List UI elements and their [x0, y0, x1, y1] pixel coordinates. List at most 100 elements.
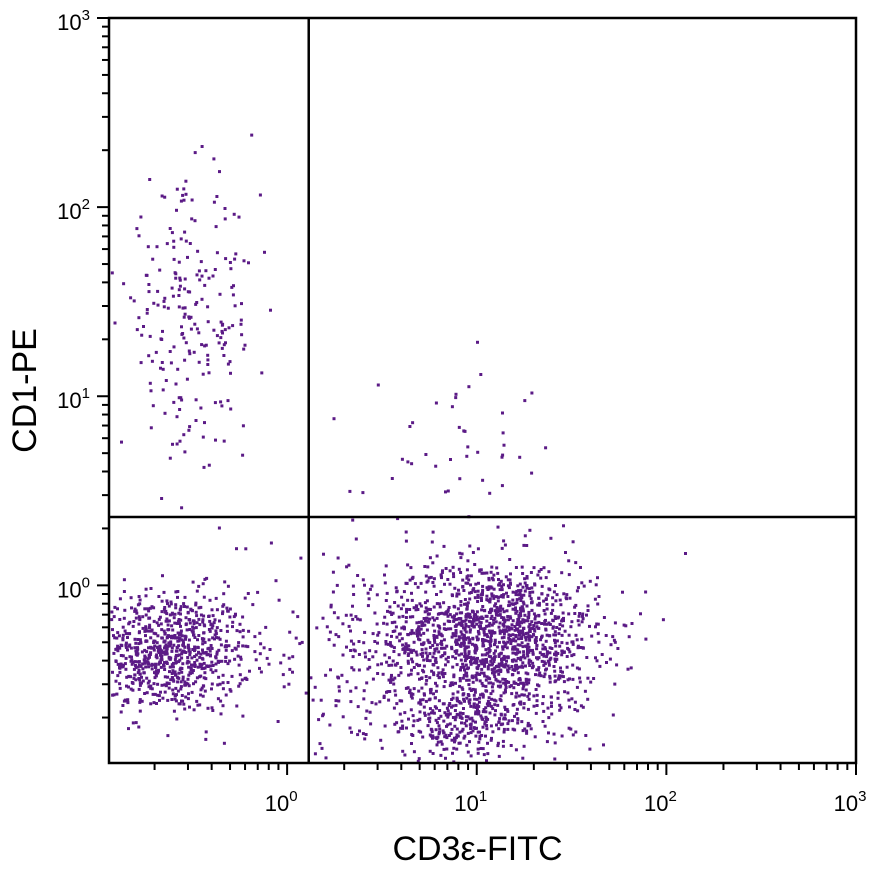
event-dot	[471, 729, 475, 733]
event-dot	[576, 709, 580, 713]
event-dot	[225, 624, 229, 628]
y-tick-label: 100	[57, 574, 90, 602]
event-dot	[143, 661, 147, 665]
event-dot	[457, 425, 461, 429]
event-dot	[196, 645, 200, 649]
event-dot	[451, 683, 455, 687]
event-dot	[192, 622, 196, 626]
event-dot	[160, 599, 164, 603]
event-dot	[644, 590, 648, 594]
event-dot	[186, 611, 190, 615]
event-dot	[349, 700, 353, 704]
event-dot	[540, 592, 544, 596]
event-dot	[519, 588, 523, 592]
event-dot	[428, 652, 432, 656]
event-dot	[393, 689, 397, 693]
event-dot	[523, 727, 527, 731]
event-dot	[412, 631, 415, 635]
event-dot	[145, 639, 149, 643]
event-dot	[466, 612, 470, 616]
event-dot	[521, 687, 525, 691]
event-dot	[497, 653, 501, 657]
event-dot	[457, 713, 461, 717]
event-dot	[511, 590, 515, 594]
event-dot	[148, 178, 152, 181]
event-dot	[488, 631, 492, 635]
event-dot	[154, 672, 158, 676]
event-dot	[237, 663, 241, 667]
event-dot	[509, 642, 513, 645]
event-dot	[521, 607, 525, 611]
event-dot	[208, 598, 212, 602]
event-dot	[490, 586, 494, 590]
event-dot	[157, 595, 161, 598]
event-dot	[362, 697, 366, 701]
event-dot	[505, 708, 509, 712]
event-dot	[187, 428, 191, 432]
event-dot	[311, 698, 315, 702]
event-dot	[144, 634, 147, 638]
event-dot	[276, 720, 280, 723]
event-dot	[474, 720, 477, 724]
event-dot	[505, 609, 509, 613]
event-dot	[538, 671, 542, 675]
event-dot	[373, 640, 377, 643]
event-dot	[449, 627, 453, 631]
event-dot	[405, 607, 409, 611]
event-dot	[129, 687, 133, 691]
event-dot	[159, 690, 162, 694]
event-dot	[684, 552, 687, 555]
event-dot	[489, 738, 493, 742]
event-dot	[363, 583, 366, 587]
event-dot	[463, 628, 467, 632]
event-dot	[215, 626, 219, 630]
event-dot	[212, 157, 216, 161]
event-dot	[530, 601, 534, 605]
event-dot	[452, 604, 456, 608]
event-dot	[134, 652, 138, 656]
event-dot	[562, 524, 565, 528]
event-dot	[519, 614, 523, 618]
event-dot	[467, 641, 471, 645]
event-dot	[441, 668, 445, 672]
event-dot	[479, 671, 483, 675]
event-dot	[481, 584, 485, 588]
event-dot	[540, 635, 543, 639]
event-dot	[337, 689, 341, 693]
event-dot	[208, 619, 212, 623]
event-dot	[503, 705, 507, 709]
event-dot	[580, 581, 584, 585]
event-dot	[207, 371, 211, 375]
event-dot	[197, 584, 201, 588]
event-dot	[432, 584, 436, 588]
event-dot	[393, 663, 397, 667]
event-dot	[195, 614, 199, 618]
event-dot	[468, 687, 472, 691]
event-dot	[203, 283, 207, 287]
event-dot	[511, 633, 515, 637]
event-dot	[567, 559, 571, 563]
event-dot	[465, 568, 469, 572]
event-dot	[559, 706, 563, 710]
event-dot	[477, 631, 481, 635]
event-dot	[526, 631, 530, 635]
event-dot	[440, 611, 444, 615]
event-dot	[182, 702, 186, 706]
event-dot	[406, 659, 410, 663]
event-dot	[497, 613, 501, 617]
event-dot	[464, 715, 468, 719]
event-dot	[502, 730, 506, 734]
event-dot	[451, 696, 455, 700]
event-dot	[441, 569, 444, 573]
event-dot	[497, 640, 501, 644]
event-dot	[123, 662, 127, 666]
event-dot	[169, 600, 173, 604]
event-dot	[576, 619, 580, 623]
event-dot	[422, 641, 426, 645]
event-dot	[149, 651, 153, 655]
event-dot	[455, 712, 459, 716]
event-dot	[165, 636, 169, 640]
event-dot	[178, 276, 182, 280]
event-dot	[463, 626, 467, 630]
event-dot	[182, 198, 186, 202]
